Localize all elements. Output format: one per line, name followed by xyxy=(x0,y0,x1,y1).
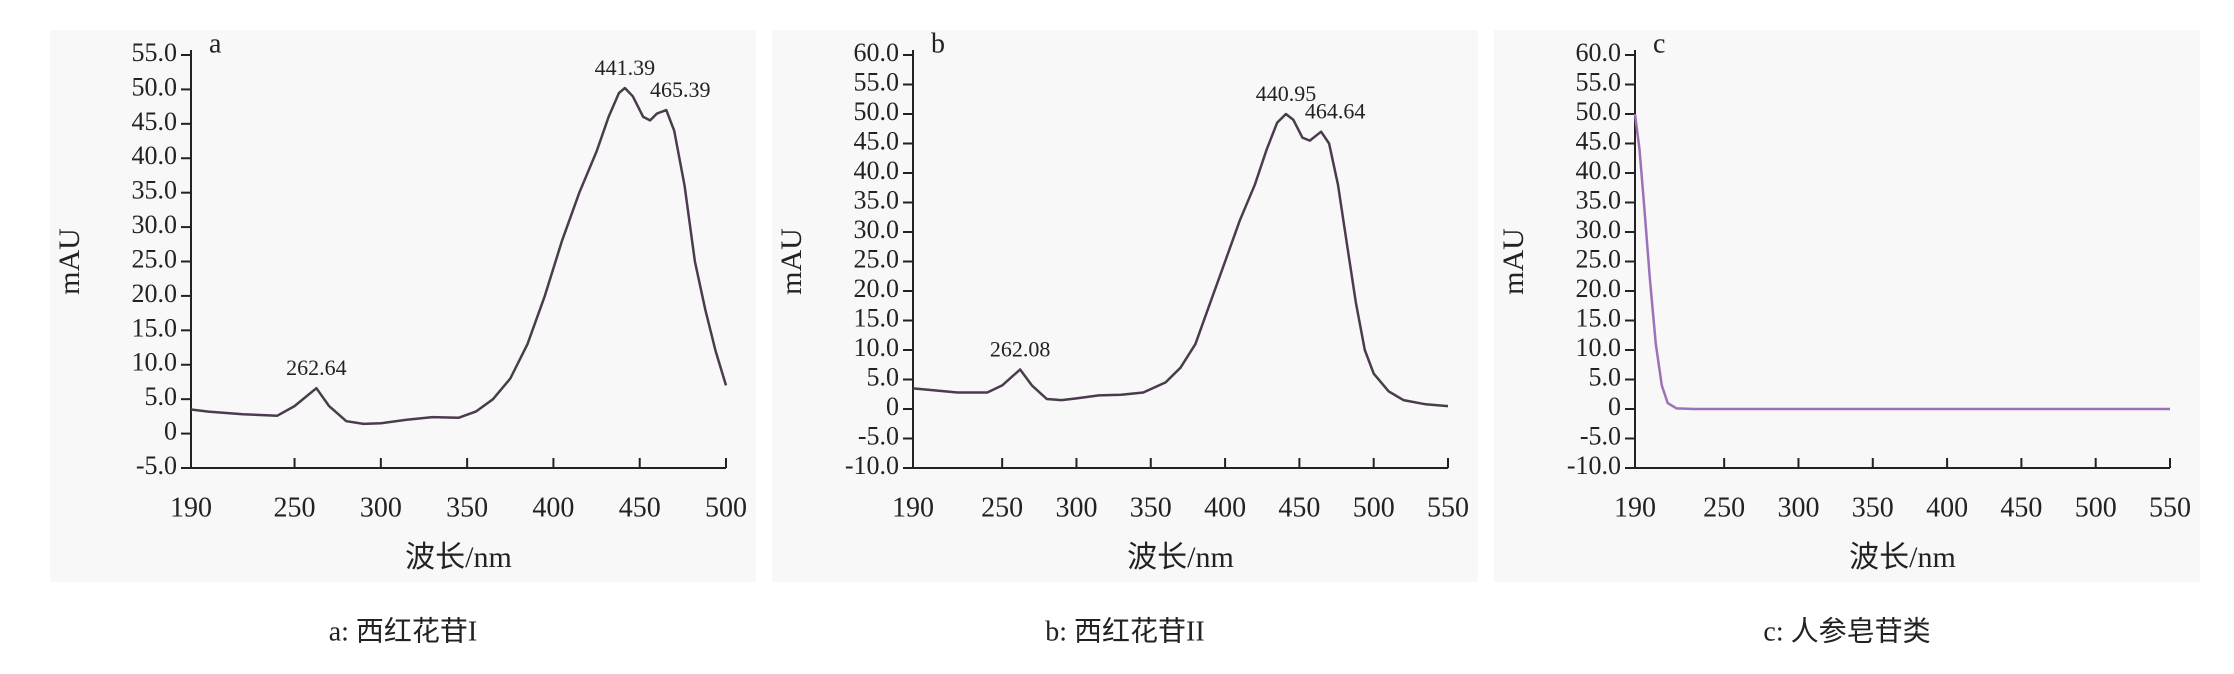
x-tick-label: 400 xyxy=(1204,492,1246,523)
y-tick-label: 40.0 xyxy=(1576,156,1622,185)
y-tick-label: 45.0 xyxy=(854,126,900,155)
x-tick-label: 450 xyxy=(619,492,661,523)
y-tick-label: -10.0 xyxy=(845,451,899,480)
chart-panel: -5.0 0 5.0 10.0 15.0 20.0 25.0 30.0 35.0 40.0 45.0… xyxy=(50,28,756,647)
y-tick-label: 15.0 xyxy=(854,303,900,332)
y-tick-label: 50.0 xyxy=(854,97,900,126)
y-tick-label: 5.0 xyxy=(1589,362,1622,391)
y-tick-label: 60.0 xyxy=(1576,38,1622,67)
y-tick-label: 20.0 xyxy=(854,274,900,303)
y-tick-label: -10.0 xyxy=(1567,451,1621,480)
y-axis-label: mAU xyxy=(775,228,808,295)
y-tick-label: 55.0 xyxy=(1576,67,1622,96)
y-tick-label: -5.0 xyxy=(1580,421,1621,450)
y-tick-label: 35.0 xyxy=(132,176,178,205)
peak-label: 262.08 xyxy=(990,337,1051,362)
y-tick-label: 40.0 xyxy=(854,156,900,185)
caption: a: 西红花苷I xyxy=(329,615,478,647)
x-tick-label: 400 xyxy=(1926,492,1968,523)
spectrum-line xyxy=(1633,113,2170,411)
y-tick-label: 30.0 xyxy=(132,210,178,239)
x-tick-label: 250 xyxy=(274,492,316,523)
peak-label: 441.39 xyxy=(595,55,656,80)
panel-background xyxy=(1494,30,2200,582)
y-tick-label: 0 xyxy=(1608,392,1621,421)
y-tick-label: 50.0 xyxy=(132,72,178,101)
y-tick-label: 0 xyxy=(164,417,177,446)
x-axis-label: 波长/nm xyxy=(1127,541,1234,574)
y-axis-label: mAU xyxy=(1497,228,1530,295)
x-tick-label: 500 xyxy=(705,492,747,523)
x-tick-label: 450 xyxy=(2000,492,2042,523)
y-tick-label: 30.0 xyxy=(854,215,900,244)
chart-panel: -10.0-5.005.010.015.020.025.030.035.040.… xyxy=(1494,28,2200,647)
x-tick-label: 550 xyxy=(1427,492,1469,523)
y-tick-label: 25.0 xyxy=(1576,244,1622,273)
peak-label: 465.39 xyxy=(650,77,711,102)
x-tick-label: 300 xyxy=(1055,492,1097,523)
x-tick-label: 250 xyxy=(981,492,1023,523)
y-tick-label: 55.0 xyxy=(132,38,178,67)
y-tick-label: -5.0 xyxy=(858,421,899,450)
peak-label: 464.64 xyxy=(1305,99,1366,124)
y-tick-label: 5.0 xyxy=(867,362,900,391)
y-tick-label: 0 xyxy=(886,392,899,421)
y-tick-label: 45.0 xyxy=(132,107,178,136)
y-tick-label: 15.0 xyxy=(1576,303,1622,332)
y-tick-label: 30.0 xyxy=(1576,215,1622,244)
x-tick-label: 350 xyxy=(1130,492,1172,523)
y-tick-label: -5.0 xyxy=(136,451,177,480)
panel-background xyxy=(772,30,1478,582)
x-tick-label: 300 xyxy=(360,492,402,523)
y-tick-label: 50.0 xyxy=(1576,97,1622,126)
x-tick-label: 500 xyxy=(2075,492,2117,523)
x-tick-label: 450 xyxy=(1278,492,1320,523)
y-tick-label: 15.0 xyxy=(132,313,178,342)
y-tick-label: 10.0 xyxy=(1576,333,1622,362)
peak-label: 440.95 xyxy=(1256,81,1317,106)
x-tick-label: 350 xyxy=(1852,492,1894,523)
y-tick-label: 60.0 xyxy=(854,38,900,67)
panel-background xyxy=(50,30,756,582)
x-tick-label: 190 xyxy=(1614,492,1656,523)
y-tick-label: 25.0 xyxy=(854,244,900,273)
panel-label: b xyxy=(931,28,945,59)
y-tick-label: 20.0 xyxy=(1576,274,1622,303)
y-tick-label: 35.0 xyxy=(1576,185,1622,214)
y-tick-label: 45.0 xyxy=(1576,126,1622,155)
y-tick-label: 25.0 xyxy=(132,244,178,273)
y-tick-label: 20.0 xyxy=(132,279,178,308)
y-tick-label: 40.0 xyxy=(132,141,178,170)
caption: c: 人参皂苷类 xyxy=(1763,615,1930,647)
caption: b: 西红花苷II xyxy=(1045,615,1204,647)
y-tick-label: 10.0 xyxy=(132,348,178,377)
peak-label: 262.64 xyxy=(286,355,347,380)
y-tick-label: 10.0 xyxy=(854,333,900,362)
x-tick-label: 190 xyxy=(892,492,934,523)
x-tick-label: 400 xyxy=(532,492,574,523)
panel-label: a xyxy=(209,28,222,59)
x-tick-label: 300 xyxy=(1777,492,1819,523)
x-tick-label: 550 xyxy=(2149,492,2191,523)
spectrum-line xyxy=(912,112,1449,408)
y-tick-label: 5.0 xyxy=(145,382,178,411)
y-tick-label: 55.0 xyxy=(854,67,900,96)
x-tick-label: 500 xyxy=(1353,492,1395,523)
y-tick-label: 35.0 xyxy=(854,185,900,214)
x-tick-label: 350 xyxy=(446,492,488,523)
y-axis-label: mAU xyxy=(53,228,86,295)
x-axis-label: 波长/nm xyxy=(1849,541,1956,574)
chart-panel: -10.0-5.005.010.015.020.025.030.035.040.… xyxy=(772,28,1478,647)
x-tick-label: 190 xyxy=(170,492,212,523)
x-axis-label: 波长/nm xyxy=(405,541,512,574)
panel-label: c xyxy=(1653,28,1665,59)
spectrum-line xyxy=(190,86,728,426)
x-tick-label: 250 xyxy=(1703,492,1745,523)
